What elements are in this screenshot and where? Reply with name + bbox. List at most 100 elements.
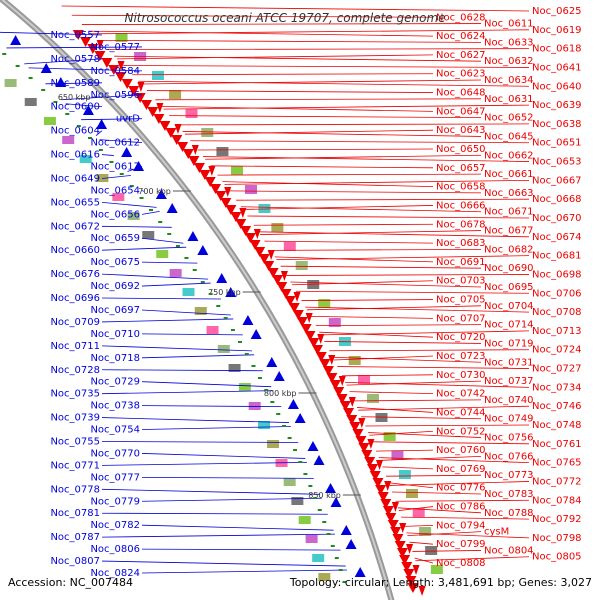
cog-category-block — [151, 71, 164, 80]
forward-gene-arrow — [377, 492, 389, 502]
gene-label-left: Noc_0659 — [90, 233, 140, 244]
forward-gene-arrow — [364, 457, 376, 467]
forward-gene-arrow — [159, 121, 171, 131]
forward-gene-arrow — [165, 128, 177, 138]
leader-line — [141, 453, 306, 459]
reverse-gene-arrow — [345, 539, 357, 549]
leader-line — [415, 556, 530, 562]
leader-line — [146, 90, 434, 93]
gene-label-right: Noc_0611 — [484, 19, 534, 30]
leader-line — [101, 246, 187, 251]
cog-category-block — [305, 535, 318, 543]
leader-line — [81, 118, 143, 121]
gene-label-right: Noc_0662 — [484, 150, 534, 161]
forward-gene-arrow — [336, 394, 348, 404]
gene-label-right: Noc_0724 — [532, 345, 582, 356]
forward-gene-arrow — [418, 586, 426, 596]
gene-label-left: Noc_0557 — [50, 30, 100, 41]
gene-label-right: Noc_0784 — [532, 495, 582, 506]
cog-category-block — [391, 451, 404, 460]
leader-line — [365, 424, 530, 427]
gene-label-right: Noc_0772 — [532, 476, 582, 487]
forward-gene-arrow — [134, 93, 146, 103]
leader-line — [161, 105, 434, 112]
forward-gene-arrow — [174, 124, 182, 134]
forward-gene-arrow — [319, 359, 331, 369]
forward-gene-arrow — [385, 513, 397, 523]
gene-label-right: Noc_0776 — [436, 483, 486, 494]
leader-line — [65, 103, 103, 108]
gene-label-right: Noc_0734 — [532, 382, 582, 393]
forward-gene-arrow — [72, 30, 84, 40]
leader-line — [210, 165, 434, 169]
gene-label-left: Noc_0584 — [90, 66, 140, 77]
gene-label-right: Noc_0730 — [436, 370, 486, 381]
forward-gene-arrow — [392, 534, 404, 544]
leader-line — [368, 432, 482, 438]
leader-line — [379, 455, 482, 461]
cog-category-block — [318, 573, 331, 581]
gene-features — [4, 30, 443, 596]
gene-label-left: Noc_0807 — [50, 556, 100, 567]
gene-label-left: Noc_0676 — [50, 269, 100, 280]
tick-label: 800 kbp — [264, 389, 297, 398]
reverse-gene-arrow — [82, 105, 94, 115]
gene-label-right: Noc_0666 — [436, 200, 486, 211]
gene-label-right: Noc_0756 — [484, 433, 534, 444]
leader-line — [61, 5, 530, 12]
leader-line — [333, 355, 434, 361]
leader-line — [140, 79, 482, 85]
leader-line — [81, 23, 482, 25]
gene-label-left: Noc_0782 — [90, 520, 140, 531]
forward-gene-arrow — [352, 429, 364, 439]
leader-line — [141, 476, 314, 479]
gene-label-right: Noc_0773 — [484, 470, 534, 481]
gene-label-right: Noc_0681 — [532, 251, 582, 262]
cog-category-block — [112, 193, 125, 201]
forward-gene-arrow — [349, 422, 361, 432]
cog-category-block — [79, 155, 92, 163]
cog-category-block — [383, 432, 396, 441]
gene-label-left: uvrD — [116, 114, 140, 125]
forward-gene-arrow — [254, 247, 266, 257]
reverse-gene-arrow — [96, 119, 108, 129]
tick-label: 700 kbp — [138, 187, 171, 196]
gene-label-left: Noc_0729 — [90, 377, 140, 388]
leader-line — [345, 381, 530, 388]
leader-line — [24, 58, 103, 65]
gene-label-right: Noc_0786 — [436, 502, 486, 513]
leader-line — [346, 380, 482, 386]
leader-line — [372, 441, 530, 445]
forward-gene-arrow — [284, 296, 296, 306]
gene-label-right: Noc_0661 — [484, 169, 534, 180]
gene-label-right: Noc_0737 — [484, 376, 534, 387]
forward-gene-arrow — [225, 205, 237, 215]
gene-label-left: Noc_0771 — [50, 460, 100, 471]
gene-label-right: Noc_0744 — [436, 407, 486, 418]
gene-label-left: Noc_0738 — [90, 401, 140, 412]
cog-category-block — [43, 117, 56, 125]
leader-line — [306, 305, 482, 311]
leader-line — [305, 306, 530, 313]
leader-line — [397, 507, 482, 514]
leader-line — [292, 280, 434, 286]
gene-label-right: Noc_0742 — [436, 389, 486, 400]
gene-label-left: Noc_0692 — [90, 281, 140, 292]
forward-gene-arrow — [326, 373, 338, 383]
gene-label-right: Noc_0708 — [532, 307, 582, 318]
leader-line — [406, 532, 530, 539]
cog-category-block — [283, 478, 296, 486]
cog-category-block — [185, 109, 198, 118]
gene-label-right: Noc_0703 — [436, 276, 486, 287]
gene-label-right: Noc_0653 — [532, 157, 582, 168]
leader-line — [376, 449, 434, 452]
cog-category-block — [298, 516, 311, 524]
gene-label-left: Noc_0696 — [50, 293, 100, 304]
forward-gene-arrow — [358, 418, 366, 428]
leader-line — [389, 481, 530, 486]
gene-label-right: Noc_0674 — [532, 232, 582, 243]
forward-gene-arrow — [403, 569, 415, 579]
forward-gene-arrow — [140, 100, 152, 110]
forward-gene-arrow — [101, 58, 113, 68]
leader-line — [101, 533, 336, 538]
